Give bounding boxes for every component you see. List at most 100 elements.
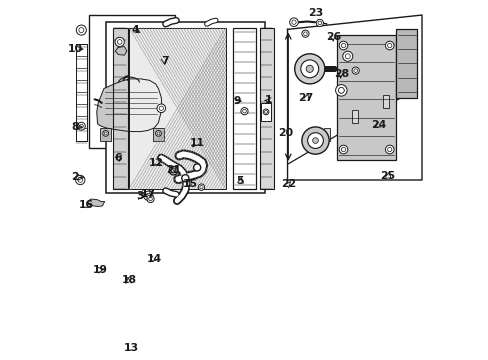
Text: 16: 16: [79, 200, 94, 210]
Circle shape: [335, 85, 346, 96]
Circle shape: [200, 185, 203, 189]
Text: 9: 9: [233, 96, 241, 106]
Polygon shape: [87, 199, 104, 207]
Circle shape: [193, 164, 201, 171]
Circle shape: [115, 37, 124, 46]
Circle shape: [143, 191, 153, 201]
Circle shape: [312, 138, 318, 143]
Text: 27: 27: [298, 93, 313, 103]
Bar: [129, 28, 225, 189]
Circle shape: [146, 193, 150, 198]
Bar: [153, 128, 163, 140]
Circle shape: [169, 166, 178, 175]
Circle shape: [387, 147, 391, 152]
Circle shape: [339, 41, 347, 50]
Circle shape: [157, 132, 160, 135]
Circle shape: [147, 195, 154, 203]
Text: 24: 24: [370, 121, 386, 130]
Circle shape: [305, 65, 313, 72]
Circle shape: [301, 30, 308, 37]
Polygon shape: [115, 46, 126, 55]
Text: 26: 26: [325, 32, 340, 41]
Text: 3: 3: [137, 192, 144, 202]
Text: 7: 7: [161, 56, 168, 66]
Bar: [100, 128, 111, 140]
Circle shape: [77, 122, 85, 130]
Circle shape: [171, 168, 175, 173]
Circle shape: [316, 19, 323, 27]
Circle shape: [307, 133, 323, 148]
Circle shape: [342, 51, 352, 61]
Bar: [88, 15, 174, 148]
Text: 18: 18: [122, 275, 136, 285]
Circle shape: [387, 43, 391, 48]
Circle shape: [263, 109, 268, 115]
Text: 11: 11: [189, 138, 204, 148]
Text: 25: 25: [380, 171, 395, 181]
Text: 28: 28: [333, 69, 348, 79]
Circle shape: [301, 127, 328, 154]
Circle shape: [339, 145, 347, 154]
Bar: [105, 22, 265, 193]
Circle shape: [317, 21, 321, 25]
Circle shape: [294, 54, 324, 84]
Circle shape: [241, 108, 247, 115]
Bar: [351, 110, 357, 123]
Text: 12: 12: [149, 158, 164, 168]
Bar: [259, 28, 273, 189]
Circle shape: [155, 131, 161, 136]
Text: 20: 20: [278, 129, 293, 138]
Circle shape: [291, 20, 296, 24]
Bar: [112, 28, 127, 189]
Circle shape: [341, 147, 345, 152]
Circle shape: [303, 32, 306, 36]
Circle shape: [353, 69, 357, 72]
Bar: [336, 35, 395, 160]
Circle shape: [242, 109, 246, 113]
Text: 2: 2: [71, 172, 79, 183]
Circle shape: [79, 124, 83, 128]
Text: 15: 15: [182, 179, 197, 189]
Text: 13: 13: [124, 343, 139, 353]
Circle shape: [289, 18, 298, 27]
Text: 23: 23: [308, 8, 323, 18]
Circle shape: [264, 111, 267, 113]
Circle shape: [385, 145, 393, 154]
Circle shape: [345, 54, 349, 59]
Polygon shape: [287, 15, 421, 180]
Text: 17: 17: [141, 189, 156, 199]
Circle shape: [79, 28, 83, 33]
Circle shape: [157, 104, 165, 113]
Text: 1: 1: [264, 95, 272, 105]
Text: 8: 8: [71, 122, 79, 132]
Circle shape: [338, 87, 344, 93]
Circle shape: [341, 43, 345, 48]
Circle shape: [76, 175, 85, 185]
Polygon shape: [97, 79, 162, 132]
Text: 14: 14: [146, 254, 162, 264]
Bar: [76, 44, 86, 140]
Text: 4: 4: [131, 25, 139, 35]
Bar: [261, 103, 271, 121]
Text: 5: 5: [236, 176, 244, 186]
Circle shape: [76, 25, 86, 35]
Circle shape: [102, 131, 108, 136]
Circle shape: [104, 132, 107, 135]
Circle shape: [300, 60, 318, 78]
Text: 21: 21: [165, 165, 181, 175]
Circle shape: [148, 197, 152, 201]
Bar: [383, 95, 388, 108]
Circle shape: [182, 175, 188, 182]
Bar: [395, 30, 416, 98]
Text: 6: 6: [114, 153, 122, 163]
Text: 19: 19: [93, 265, 108, 275]
Bar: [324, 128, 329, 140]
Circle shape: [78, 178, 82, 182]
Circle shape: [338, 87, 344, 93]
Circle shape: [117, 40, 122, 44]
Circle shape: [159, 106, 163, 111]
Text: 22: 22: [280, 179, 295, 189]
Bar: [233, 28, 256, 189]
Circle shape: [198, 184, 204, 190]
Circle shape: [385, 41, 393, 50]
